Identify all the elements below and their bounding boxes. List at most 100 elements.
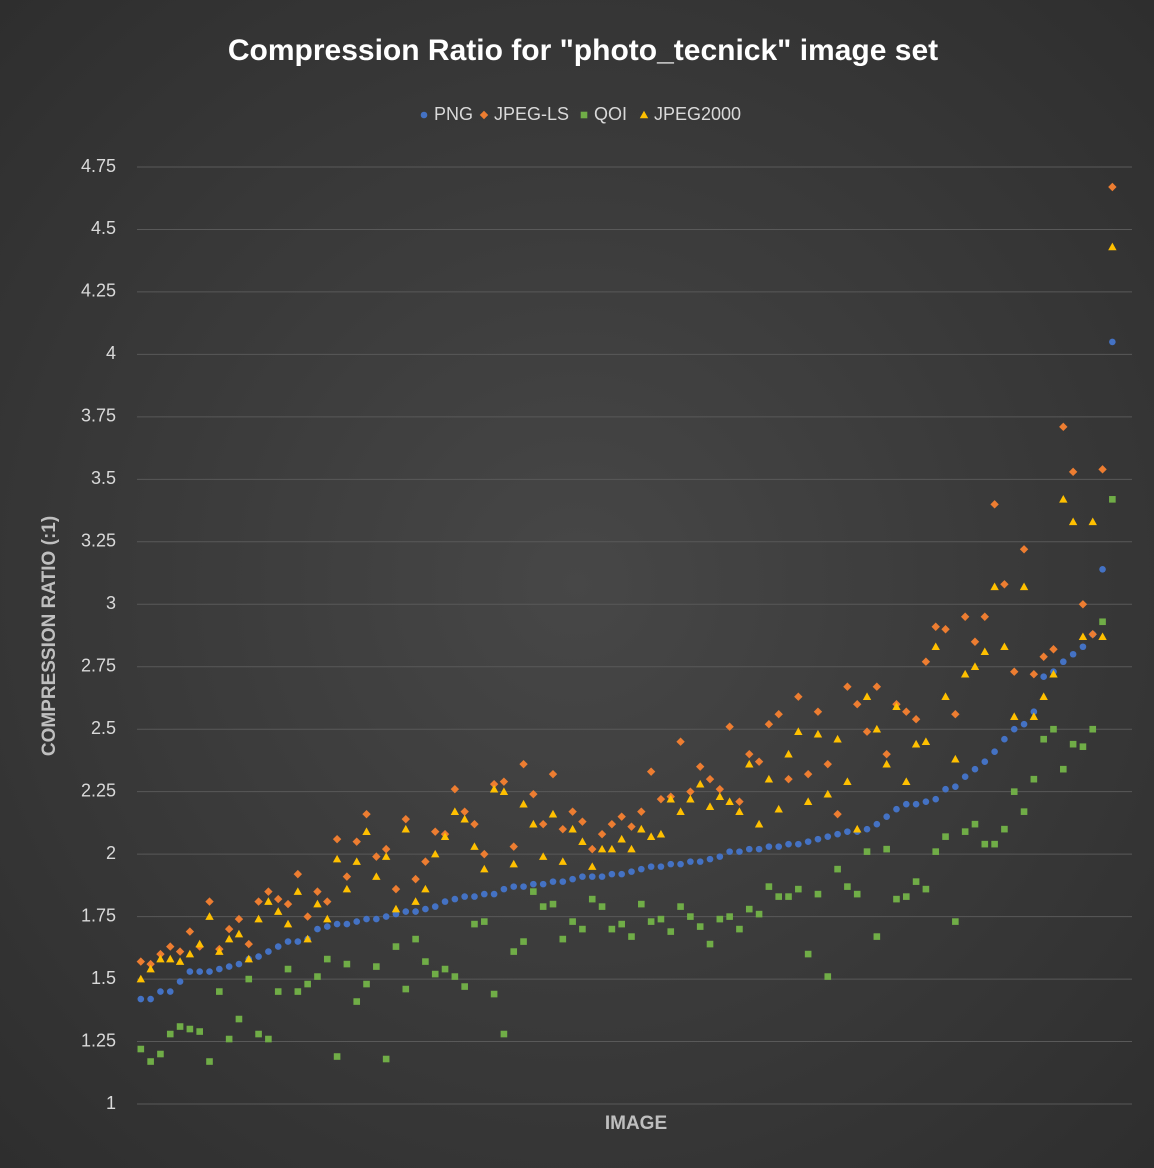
marker xyxy=(705,802,715,810)
marker xyxy=(333,1053,341,1060)
marker xyxy=(834,865,841,873)
legend-label: PNG xyxy=(434,104,473,124)
marker xyxy=(1039,652,1048,661)
marker xyxy=(402,985,410,993)
y-tick-label: 4.25 xyxy=(81,281,116,301)
marker xyxy=(824,833,832,840)
marker xyxy=(520,883,527,890)
marker xyxy=(323,955,331,963)
y-tick-label: 1.5 xyxy=(91,968,116,988)
marker xyxy=(382,1055,390,1063)
marker xyxy=(549,878,557,885)
marker xyxy=(254,897,263,906)
marker xyxy=(1079,643,1087,651)
marker xyxy=(440,832,450,840)
marker xyxy=(657,863,665,870)
x-axis-label: IMAGE xyxy=(605,1113,667,1134)
marker xyxy=(774,804,783,813)
marker xyxy=(363,980,370,988)
marker xyxy=(843,777,852,785)
marker xyxy=(372,872,381,880)
marker xyxy=(863,848,871,855)
marker xyxy=(893,805,900,813)
marker xyxy=(1049,645,1058,654)
marker xyxy=(490,890,498,898)
marker xyxy=(225,1035,233,1043)
marker xyxy=(411,897,420,905)
marker xyxy=(549,900,557,908)
marker xyxy=(265,948,272,955)
marker xyxy=(490,990,498,998)
marker xyxy=(313,887,322,896)
marker xyxy=(804,838,812,845)
marker xyxy=(834,830,841,838)
marker xyxy=(450,807,460,815)
marker xyxy=(687,913,694,920)
marker xyxy=(686,787,695,796)
marker xyxy=(137,995,145,1003)
marker xyxy=(372,852,381,861)
marker xyxy=(970,637,980,646)
marker xyxy=(420,111,428,119)
marker xyxy=(657,915,665,923)
y-tick-label: 4.5 xyxy=(91,218,116,238)
marker xyxy=(284,965,292,973)
marker xyxy=(441,898,449,905)
marker xyxy=(499,777,509,786)
marker xyxy=(952,918,959,925)
marker xyxy=(529,819,538,828)
marker xyxy=(1049,669,1058,678)
marker xyxy=(401,824,410,833)
marker xyxy=(176,1023,184,1030)
marker xyxy=(363,915,370,923)
marker xyxy=(1020,808,1028,815)
marker xyxy=(519,799,528,808)
marker xyxy=(1019,545,1029,554)
marker xyxy=(892,702,901,711)
marker xyxy=(902,800,910,808)
marker xyxy=(234,914,244,924)
marker xyxy=(1059,495,1068,503)
marker xyxy=(970,662,980,671)
marker xyxy=(1069,650,1077,658)
marker xyxy=(941,692,950,701)
marker xyxy=(244,939,253,949)
marker xyxy=(883,845,890,853)
marker xyxy=(775,893,783,900)
marker xyxy=(597,829,607,839)
marker xyxy=(843,682,852,691)
marker xyxy=(274,894,283,904)
marker xyxy=(716,853,724,860)
marker xyxy=(579,873,586,880)
marker xyxy=(765,843,773,850)
marker xyxy=(980,647,989,656)
marker xyxy=(755,845,763,853)
marker xyxy=(489,779,499,789)
marker xyxy=(754,757,764,766)
marker xyxy=(911,739,921,748)
marker xyxy=(971,765,979,773)
marker xyxy=(510,883,518,890)
marker xyxy=(795,840,802,848)
marker xyxy=(628,868,635,875)
marker xyxy=(559,878,567,885)
marker xyxy=(1078,632,1088,641)
marker xyxy=(255,953,262,960)
marker xyxy=(961,828,969,835)
marker xyxy=(931,642,940,651)
marker xyxy=(216,988,223,995)
marker xyxy=(1010,725,1018,733)
marker xyxy=(373,915,380,923)
marker xyxy=(147,1058,154,1065)
marker xyxy=(480,864,489,873)
marker xyxy=(185,927,195,936)
marker xyxy=(803,769,813,779)
marker xyxy=(873,820,881,828)
marker xyxy=(991,840,998,848)
marker xyxy=(598,873,606,880)
marker xyxy=(499,787,509,795)
marker xyxy=(813,707,823,716)
marker xyxy=(422,905,429,913)
marker xyxy=(461,893,468,900)
marker xyxy=(784,774,793,784)
